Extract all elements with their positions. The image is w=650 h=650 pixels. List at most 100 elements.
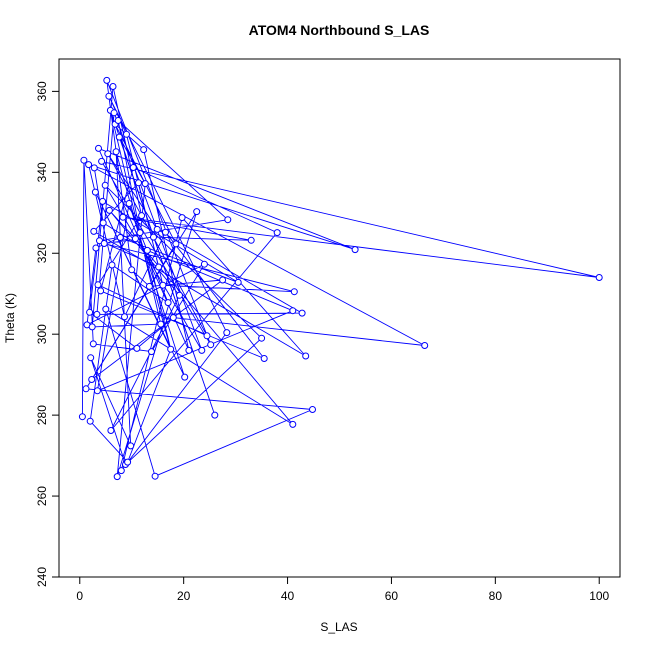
y-tick-label: 340 xyxy=(35,162,49,182)
data-point xyxy=(128,266,136,274)
data-point xyxy=(211,411,219,419)
data-point xyxy=(105,206,113,214)
data-point xyxy=(108,261,116,269)
data-point xyxy=(91,188,99,196)
data-point xyxy=(99,219,107,227)
x-tick-label: 20 xyxy=(177,589,191,603)
data-point xyxy=(117,467,125,475)
data-point xyxy=(145,282,153,290)
data-point xyxy=(105,92,113,100)
data-point xyxy=(172,240,180,248)
data-point xyxy=(298,309,306,317)
data-point xyxy=(234,278,242,286)
data-point xyxy=(143,246,151,254)
data-point xyxy=(138,212,146,220)
x-tick-label: 80 xyxy=(489,589,503,603)
data-point xyxy=(92,244,100,252)
data-point xyxy=(198,346,206,354)
data-point xyxy=(113,473,121,481)
data-point xyxy=(140,146,148,154)
data-point xyxy=(181,373,189,381)
data-point xyxy=(167,345,175,353)
data-point xyxy=(247,236,255,244)
data-point xyxy=(112,148,120,156)
data-point xyxy=(421,342,429,349)
data-point xyxy=(155,263,163,271)
data-point xyxy=(224,216,232,224)
data-point xyxy=(93,310,101,318)
x-axis: 0 20 40 60 80 100 xyxy=(76,576,610,603)
y-axis-label: Theta (K) xyxy=(3,293,17,343)
y-tick-label: 320 xyxy=(35,243,49,263)
data-point xyxy=(85,161,93,169)
data-point xyxy=(116,234,124,241)
data-point xyxy=(115,133,123,141)
data-point xyxy=(135,179,142,187)
data-point xyxy=(95,144,102,152)
data-point xyxy=(203,332,211,340)
data-point xyxy=(90,227,98,235)
data-point xyxy=(162,228,169,236)
data-point xyxy=(88,376,96,383)
data-point xyxy=(114,117,122,124)
x-tick-label: 0 xyxy=(76,589,83,603)
data-point xyxy=(185,346,193,354)
data-point xyxy=(148,348,155,356)
x-tick-label: 40 xyxy=(281,589,295,603)
data-point xyxy=(99,197,107,205)
data-point xyxy=(273,229,281,237)
data-point xyxy=(169,314,177,322)
data-point xyxy=(595,274,603,281)
data-point xyxy=(309,406,316,413)
data-point xyxy=(219,276,227,284)
data-point xyxy=(124,458,132,466)
data-point xyxy=(82,385,90,393)
data-point xyxy=(86,308,94,316)
data-point xyxy=(110,109,118,117)
data-point xyxy=(153,225,161,233)
data-point xyxy=(260,355,268,362)
data-point xyxy=(97,287,105,295)
data-point xyxy=(150,233,157,241)
y-tick-label: 240 xyxy=(35,567,49,587)
data-point xyxy=(100,240,108,247)
data-point xyxy=(164,299,172,307)
data-point xyxy=(88,323,96,331)
data-point xyxy=(102,305,110,313)
data-point xyxy=(223,329,231,337)
data-point xyxy=(289,420,297,428)
series-path xyxy=(81,79,600,478)
data-point xyxy=(94,281,102,289)
data-point xyxy=(90,164,98,172)
data-point xyxy=(258,334,266,342)
y-axis: 240 260 280 300 320 340 360 xyxy=(35,81,60,587)
data-point xyxy=(107,427,115,434)
data-point xyxy=(93,387,101,395)
y-tick-label: 360 xyxy=(35,81,49,101)
data-point xyxy=(80,156,88,164)
data-point xyxy=(290,288,298,296)
data-point xyxy=(207,341,215,349)
series-points xyxy=(78,76,603,481)
data-point xyxy=(159,281,167,289)
data-point xyxy=(103,76,111,84)
x-axis-label: S_LAS xyxy=(320,620,357,634)
data-point xyxy=(123,130,130,138)
data-point xyxy=(98,157,106,165)
data-point xyxy=(157,320,165,328)
y-tick-label: 300 xyxy=(35,324,49,344)
data-point xyxy=(101,181,109,189)
y-tick-label: 280 xyxy=(35,405,49,425)
series-line xyxy=(81,79,600,478)
data-point xyxy=(302,352,310,360)
data-point xyxy=(86,417,94,425)
data-point xyxy=(200,260,208,268)
data-point xyxy=(89,340,97,348)
data-point xyxy=(109,83,117,90)
data-point xyxy=(351,246,359,254)
y-tick-label: 260 xyxy=(35,486,49,506)
data-point xyxy=(136,229,144,237)
data-point xyxy=(141,180,149,188)
data-point xyxy=(178,214,186,222)
